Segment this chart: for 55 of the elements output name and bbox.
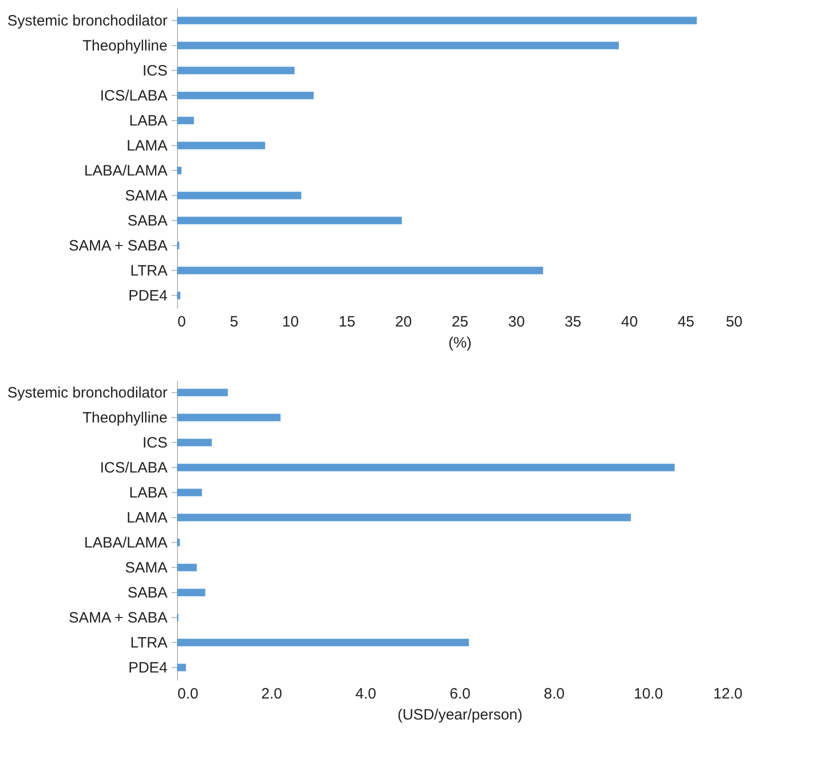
y-tick-label: SABA [127,212,168,230]
x-tick-label: 20 [395,314,412,330]
x-tick-label: 30 [508,314,525,330]
bar [177,192,302,200]
x-tick-label: 10.0 [634,686,663,702]
y-tick-label: SAMA + SABA [68,610,168,626]
y-tick-label: ICS/LABA [100,88,168,104]
x-axis-title: (%) [448,334,472,352]
y-tick-label: SAMA + SABA [68,238,168,254]
x-tick-label: 8.0 [544,686,565,702]
y-tick-label: Theophylline [82,38,168,54]
y-tick-label: SAMA [124,560,168,576]
bar [177,216,402,224]
x-tick-label: 5 [230,314,238,330]
y-tick-label: LAMA [126,138,168,154]
y-tick-label: LAMA [126,510,168,526]
x-axis-title: (USD/year/person) [397,706,523,724]
y-tick-label: LTRA [130,634,168,652]
x-tick-label: 15 [338,314,356,330]
x-tick-label: 10 [282,314,299,330]
bar [177,16,697,24]
bar [177,92,314,100]
y-tick-label: PDE4 [128,288,168,304]
y-tick-label: LTRA [130,262,168,280]
x-tick-label: 6.0 [450,686,470,702]
bar [177,42,619,50]
bar [177,116,194,124]
y-tick-label: LABA [129,484,168,502]
y-tick-label: LABA [129,112,168,130]
y-tick-label: LABA/LAMA [84,534,168,552]
x-tick-label: 2.0 [261,686,282,702]
y-tick-label: ICS [142,62,168,80]
bar [177,66,295,74]
y-tick-label: Theophylline [82,410,168,426]
y-tick-label: SABA [127,584,168,602]
x-tick-label: 0 [178,314,186,330]
x-tick-label: 25 [452,314,468,330]
bar [177,142,266,150]
y-tick-label: PDE4 [128,660,168,676]
x-tick-label: 40 [621,314,638,330]
bar [177,166,182,174]
y-tick-label: Systemic bronchodilator [7,12,168,30]
x-tick-label: 45 [678,314,694,330]
y-tick-label: LABA/LAMA [84,162,168,180]
y-tick-label: ICS [142,434,168,452]
x-tick-label: 35 [564,314,582,330]
y-tick-label: Systemic bronchodilator [7,384,168,402]
bar [177,292,180,300]
bar [177,266,544,274]
x-tick-label: 12.0 [713,686,742,702]
x-tick-label: 50 [726,314,742,330]
y-tick-label: SAMA [124,188,168,204]
y-tick-label: ICS/LABA [100,460,168,476]
x-tick-label: 0.0 [178,686,198,702]
x-tick-label: 4.0 [355,686,376,702]
